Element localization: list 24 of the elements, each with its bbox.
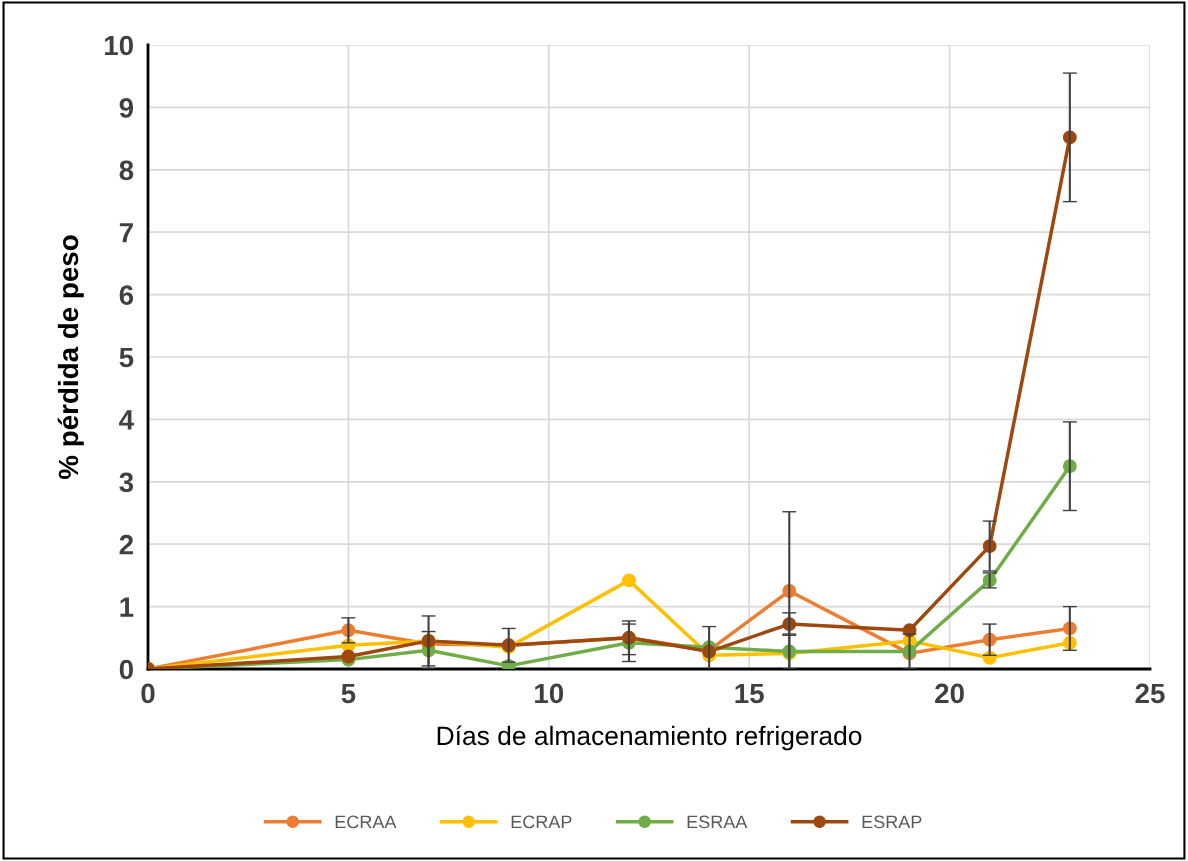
x-tick-label: 10 bbox=[535, 683, 564, 704]
y-tick-label: 5 bbox=[119, 347, 134, 368]
x-tick-label: 15 bbox=[735, 683, 764, 704]
legend-label: ESRAP bbox=[862, 815, 922, 829]
y-tick-label: 9 bbox=[119, 98, 134, 118]
y-tick-label: 6 bbox=[119, 285, 134, 305]
y-tick-label: 3 bbox=[119, 472, 134, 493]
y-axis-title: % pérdida de peso bbox=[57, 235, 84, 480]
legend-label: ECRAP bbox=[511, 815, 572, 829]
y-tick-label: 2 bbox=[119, 534, 133, 555]
y-tick-label: 10 bbox=[104, 35, 133, 56]
y-tick-label: 7 bbox=[119, 223, 133, 243]
point bbox=[622, 573, 636, 588]
x-tick-label: 0 bbox=[141, 683, 155, 704]
y-tick-label: 0 bbox=[119, 659, 133, 680]
legend-label: ESRAA bbox=[687, 815, 748, 829]
x-axis-title: Días de almacenamiento refrigerado bbox=[437, 725, 862, 751]
x-tick-label: 5 bbox=[341, 683, 356, 704]
y-tick-label: 8 bbox=[119, 160, 134, 181]
x-tick-label: 25 bbox=[1135, 683, 1165, 704]
y-tick-label: 4 bbox=[119, 410, 134, 430]
x-tick-label: 20 bbox=[935, 683, 964, 704]
y-tick-label: 1 bbox=[120, 597, 134, 617]
legend-label: ECRAA bbox=[335, 815, 397, 829]
